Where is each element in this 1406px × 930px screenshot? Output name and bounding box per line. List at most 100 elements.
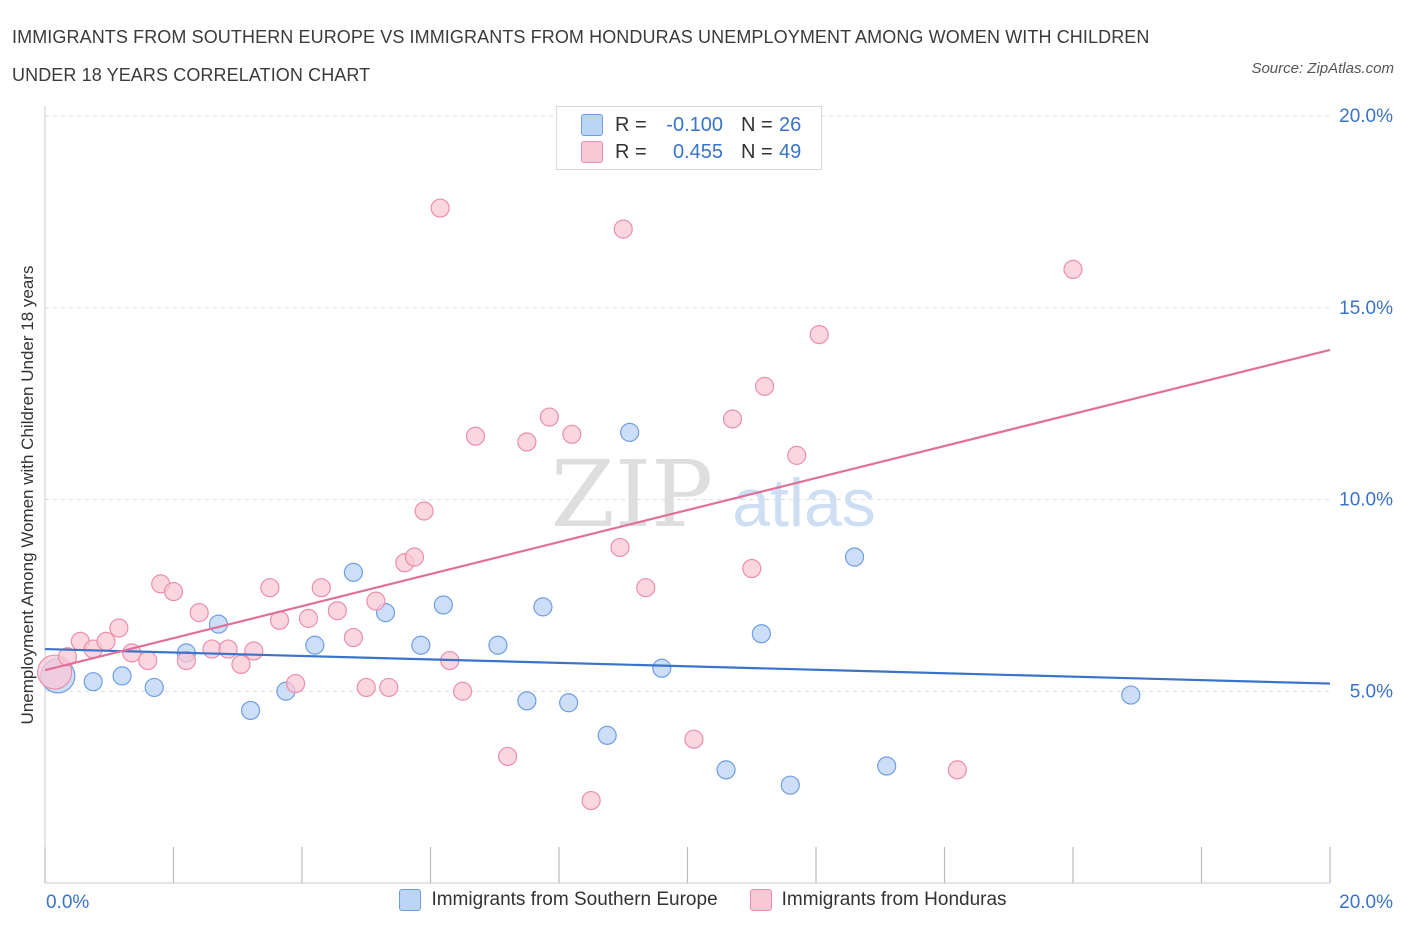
- stats-legend: R = -0.100 N = 26 R = 0.455 N = 49: [556, 106, 822, 170]
- point-southern-europe: [877, 756, 897, 776]
- point-southern-europe: [83, 672, 103, 692]
- legend-label-honduras: Immigrants from Honduras: [781, 889, 1007, 910]
- legend-r-label: R =: [615, 113, 647, 136]
- point-southern-europe: [433, 595, 453, 615]
- point-southern-europe: [144, 677, 164, 698]
- point-honduras: [947, 760, 967, 780]
- point-honduras: [517, 432, 537, 452]
- point-honduras: [684, 729, 704, 749]
- point-honduras: [453, 681, 473, 701]
- point-honduras: [562, 424, 582, 444]
- point-honduras: [722, 409, 743, 429]
- point-southern-europe: [411, 635, 431, 655]
- trend-line-southern-europe: [44, 647, 1331, 685]
- point-honduras: [176, 650, 196, 671]
- point-honduras: [96, 631, 116, 651]
- point-southern-europe: [241, 700, 261, 721]
- trend-line-honduras: [44, 348, 1331, 672]
- point-honduras: [379, 677, 399, 698]
- point-honduras: [1063, 259, 1083, 279]
- point-honduras: [298, 608, 319, 628]
- point-southern-europe: [305, 635, 325, 655]
- point-honduras: [138, 650, 158, 671]
- legend-n-value-2: 49: [779, 140, 802, 163]
- point-honduras: [581, 790, 601, 811]
- point-southern-europe: [780, 775, 800, 795]
- point-southern-europe: [597, 725, 617, 745]
- series-legend: Immigrants from Southern Europe Immigran…: [0, 889, 1406, 911]
- point-southern-europe: [652, 658, 672, 678]
- point-southern-europe: [533, 597, 553, 617]
- trend-lines: [44, 348, 1331, 685]
- point-southern-europe: [1121, 685, 1141, 705]
- watermark-zip: ZIP: [551, 441, 713, 548]
- legend-swatch-pink: [581, 141, 603, 163]
- point-honduras: [539, 407, 559, 427]
- legend-swatch-blue: [399, 889, 422, 911]
- point-honduras: [202, 639, 222, 659]
- y-tick-label: 15.0%: [1339, 298, 1393, 319]
- point-southern-europe: [112, 666, 132, 686]
- legend-row-honduras: R = 0.455 N = 49: [581, 140, 801, 164]
- point-honduras: [231, 654, 251, 675]
- legend-n-label: N =: [741, 113, 773, 136]
- y-axis-label: Unemployment Among Women with Children U…: [18, 265, 37, 725]
- point-southern-europe: [559, 693, 579, 713]
- point-honduras: [414, 501, 434, 521]
- point-honduras: [327, 601, 347, 621]
- point-southern-europe: [620, 422, 640, 442]
- legend-swatch-pink: [749, 889, 772, 911]
- point-southern-europe: [517, 691, 537, 711]
- point-honduras: [430, 198, 450, 218]
- data-points: [37, 198, 1141, 811]
- point-southern-europe: [208, 614, 229, 634]
- x-tick-label-max: 20.0%: [1339, 892, 1393, 913]
- legend-label-southern-europe: Immigrants from Southern Europe: [431, 889, 718, 910]
- point-southern-europe: [844, 547, 865, 567]
- point-honduras: [218, 639, 238, 659]
- point-honduras: [244, 641, 264, 661]
- legend-swatch-blue: [581, 114, 603, 136]
- point-honduras: [754, 376, 775, 396]
- legend-row-southern-europe: R = -0.100 N = 26: [581, 113, 801, 137]
- point-southern-europe: [488, 635, 508, 655]
- point-southern-europe: [751, 624, 771, 644]
- source-label: Source: ZipAtlas.com: [1251, 60, 1394, 77]
- legend-n-label: N =: [741, 140, 773, 163]
- point-honduras: [742, 558, 762, 579]
- point-honduras: [260, 578, 280, 598]
- point-honduras: [189, 603, 209, 623]
- point-honduras: [636, 578, 656, 598]
- point-honduras: [366, 591, 386, 611]
- legend-r-value-1: -0.100: [666, 113, 723, 136]
- x-tick-label-min: 0.0%: [46, 892, 89, 913]
- point-honduras: [163, 581, 184, 602]
- point-southern-europe: [343, 562, 363, 582]
- point-honduras: [311, 578, 331, 598]
- chart-title: IMMIGRANTS FROM SOUTHERN EUROPE VS IMMIG…: [12, 27, 1150, 85]
- point-honduras: [356, 677, 376, 698]
- y-tick-label: 10.0%: [1339, 490, 1393, 511]
- watermark-atlas: atlas: [732, 465, 876, 541]
- point-honduras: [285, 673, 306, 694]
- point-honduras: [613, 219, 633, 239]
- tick-labels: 5.0% 10.0% 15.0% 20.0% 0.0% 20.0%: [46, 106, 1393, 913]
- legend-r-value-2: 0.455: [672, 140, 723, 163]
- point-honduras: [498, 746, 518, 767]
- legend-n-value-1: 26: [779, 113, 802, 136]
- grid-lines: [45, 115, 1330, 692]
- point-honduras: [610, 537, 630, 558]
- point-southern-europe: [716, 760, 736, 780]
- legend-r-label: R =: [615, 140, 647, 163]
- axes: [44, 106, 1331, 884]
- point-honduras: [109, 618, 129, 638]
- legend-item-southern-europe: Immigrants from Southern Europe: [399, 889, 718, 911]
- point-honduras: [787, 445, 807, 465]
- legend-item-honduras: Immigrants from Honduras: [749, 889, 1007, 911]
- point-honduras: [343, 627, 363, 648]
- point-honduras: [57, 647, 78, 667]
- watermark: ZIP atlas: [551, 441, 876, 548]
- point-honduras: [465, 426, 486, 446]
- y-tick-label: 5.0%: [1350, 681, 1393, 702]
